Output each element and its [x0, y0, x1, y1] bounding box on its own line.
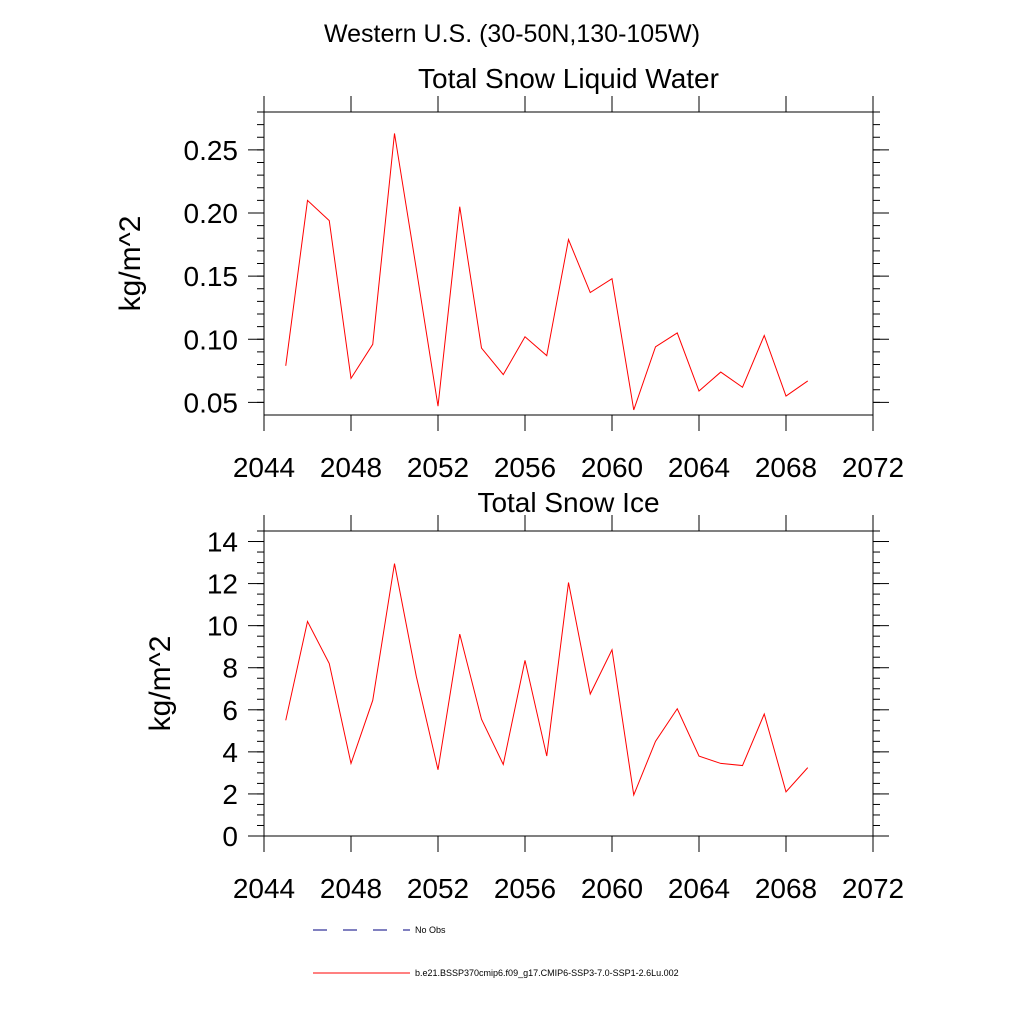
x-tick-label: 2052 — [407, 452, 469, 483]
plot-total-snow-liquid-water: Total Snow Liquid Water 2044 2048 2052 2056 2… — [114, 63, 904, 483]
chart-title: Total Snow Liquid Water — [418, 63, 719, 94]
x-tick-label: 2068 — [755, 452, 817, 483]
y-tick-label: 0 — [222, 821, 238, 852]
x-tick-label: 2044 — [233, 452, 295, 483]
legend-label-no-obs: No Obs — [415, 925, 446, 935]
x-tick-label: 2056 — [494, 452, 556, 483]
x-tick-label: 2044 — [233, 873, 295, 904]
plot-frame — [263, 530, 874, 837]
y-tick-label: 10 — [207, 611, 238, 642]
series-line — [285, 563, 809, 797]
x-tick-label: 2048 — [320, 873, 382, 904]
x-tick-label: 2064 — [668, 873, 730, 904]
y-axis-label: kg/m^2 — [144, 636, 177, 732]
x-tick-label: 2068 — [755, 873, 817, 904]
x-tick-label: 2048 — [320, 452, 382, 483]
x-tick-label: 2072 — [842, 873, 904, 904]
x-tick-label: 2060 — [581, 873, 643, 904]
y-tick-label: 6 — [222, 695, 238, 726]
y-tick-label: 0.15 — [184, 261, 239, 292]
series-line — [285, 133, 809, 411]
x-tick-label: 2056 — [494, 873, 556, 904]
legend: No Obs b.e21.BSSP370cmip6.f09_g17.CMIP6-… — [313, 925, 679, 978]
legend-label-model-run: b.e21.BSSP370cmip6.f09_g17.CMIP6-SSP3-7.… — [415, 968, 679, 978]
x-tick-label: 2072 — [842, 452, 904, 483]
y-tick-label: 4 — [222, 737, 238, 768]
y-axis-label: kg/m^2 — [114, 216, 147, 312]
plot-frame — [263, 111, 874, 416]
chart-title: Total Snow Ice — [477, 487, 659, 518]
y-tick-label: 12 — [207, 569, 238, 600]
y-tick-label: 8 — [222, 653, 238, 684]
y-tick-label: 2 — [222, 779, 238, 810]
y-tick-label: 0.05 — [184, 387, 239, 418]
x-tick-label: 2060 — [581, 452, 643, 483]
y-tick-label: 0.25 — [184, 135, 239, 166]
y-tick-label: 0.10 — [184, 324, 239, 355]
y-tick-label: 0.20 — [184, 198, 239, 229]
y-tick-label: 14 — [207, 527, 238, 558]
x-tick-label: 2052 — [407, 873, 469, 904]
figure-suptitle: Western U.S. (30-50N,130-105W) — [324, 20, 700, 48]
x-tick-label: 2064 — [668, 452, 730, 483]
